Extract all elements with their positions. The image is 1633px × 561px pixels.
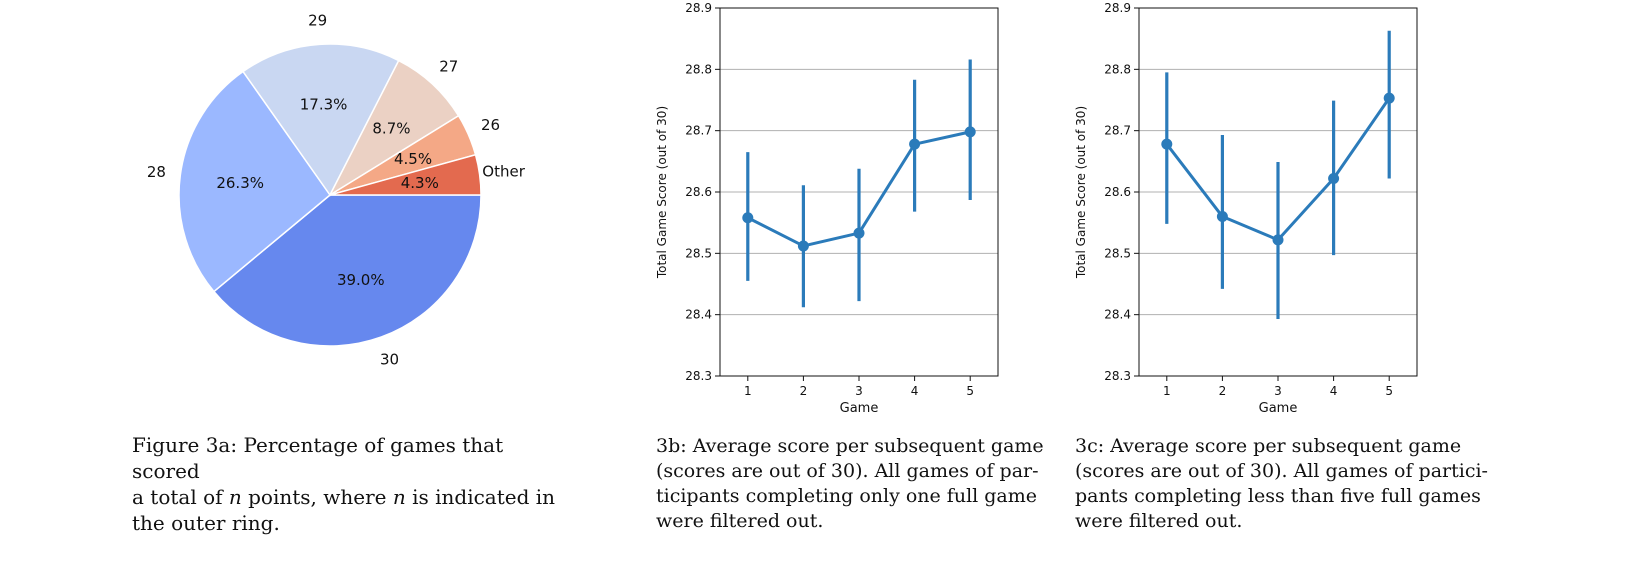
pie-slice-30 [212,194,482,347]
caption-fig3b-line4: were filtered out. [656,510,824,532]
caption-fig3a-line3: the outer ring. [132,511,280,535]
y-tick-label: 28.3 [685,369,712,383]
caption-fig3b: 3b: Average score per subsequent game (s… [656,434,1056,534]
plot-frame [719,7,999,377]
y-tick-label: 28.7 [1104,124,1131,138]
plot-frame [1138,7,1418,377]
x-tick-label: 2 [1219,384,1227,398]
pie-pct-label: 26.3% [216,174,264,192]
caption-fig3a-var-n2: n [392,485,406,509]
pie-pct-label: 8.7% [372,119,410,137]
y-tick-label: 28.9 [1104,1,1131,15]
caption-fig3a-line2-mid: points, where [241,485,393,509]
x-tick-label: 3 [1274,384,1282,398]
caption-fig3c-line4: were filtered out. [1075,510,1243,532]
x-tick-label: 3 [855,384,863,398]
data-point [853,227,865,239]
data-point [909,138,921,150]
y-tick-label: 28.5 [1104,246,1131,260]
pie-pct-label: 17.3% [300,96,348,114]
caption-fig3c-line3: pants completing less than five full gam… [1075,485,1481,507]
pie-outer-label: 27 [439,57,458,75]
caption-fig3a-line2-pre: a total of [132,485,229,509]
x-tick-label: 5 [966,384,974,398]
x-tick-label: 4 [1330,384,1338,398]
y-tick-label: 28.6 [1104,185,1131,199]
data-point [1161,138,1173,150]
y-tick-label: 28.5 [685,246,712,260]
pie-outer-label: 28 [147,163,166,181]
caption-fig3a-line2-post: is indicated in [405,485,556,509]
x-tick-label: 4 [911,384,919,398]
caption-fig3a-var-n: n [228,485,242,509]
data-point [1272,234,1284,246]
y-tick-label: 28.4 [1104,308,1131,322]
x-axis-label: Game [1259,401,1298,416]
pie-outer-label: 26 [481,116,500,134]
x-axis-label: Game [840,401,879,416]
data-point [1328,173,1340,185]
pie-slice-27 [328,59,460,198]
y-tick-label: 28.7 [685,124,712,138]
y-axis-label: Total Game Score (out of 30) [1074,106,1088,279]
pie-slice-other [329,153,482,196]
pie-slice-29 [242,43,400,197]
y-tick-label: 28.8 [685,62,712,76]
x-tick-label: 2 [800,384,808,398]
y-axis-label: Total Game Score (out of 30) [655,106,669,279]
data-point [797,240,809,252]
pie-outer-label: 30 [380,351,399,369]
data-point [1216,211,1228,223]
y-tick-label: 28.9 [685,1,712,15]
caption-fig3c-line1: 3c: Average score per subsequent game [1075,435,1462,457]
pie-slice-28 [178,70,332,293]
x-tick-label: 1 [1163,384,1171,398]
pie-pct-label: 4.5% [394,150,432,168]
y-tick-label: 28.4 [685,308,712,322]
x-tick-label: 1 [744,384,752,398]
caption-fig3c-line2: (scores are out of 30). All games of par… [1075,460,1488,482]
y-tick-label: 28.6 [685,185,712,199]
caption-fig3b-line1: 3b: Average score per subsequent game [656,435,1044,457]
pie-outer-label: Other [482,162,525,180]
caption-fig3b-line2: (scores are out of 30). All games of par… [656,460,1039,482]
y-tick-label: 28.3 [1104,369,1131,383]
caption-fig3c: 3c: Average score per subsequent game (s… [1075,434,1495,534]
pie-outer-label: 29 [308,11,327,29]
y-tick-label: 28.8 [1104,62,1131,76]
pie-pct-label: 39.0% [337,271,385,289]
caption-fig3a: Figure 3a: Percentage of games that scor… [132,432,572,536]
caption-fig3a-line1: Figure 3a: Percentage of games that scor… [132,433,504,483]
data-point [742,212,754,224]
caption-fig3a-line2: a total of n points, where n is indicate… [132,484,572,510]
x-tick-label: 5 [1385,384,1393,398]
pie-pct-label: 4.3% [401,174,439,192]
caption-fig3b-line3: ticipants completing only one full game [656,485,1038,507]
data-point [1383,92,1395,104]
data-point [964,126,976,138]
